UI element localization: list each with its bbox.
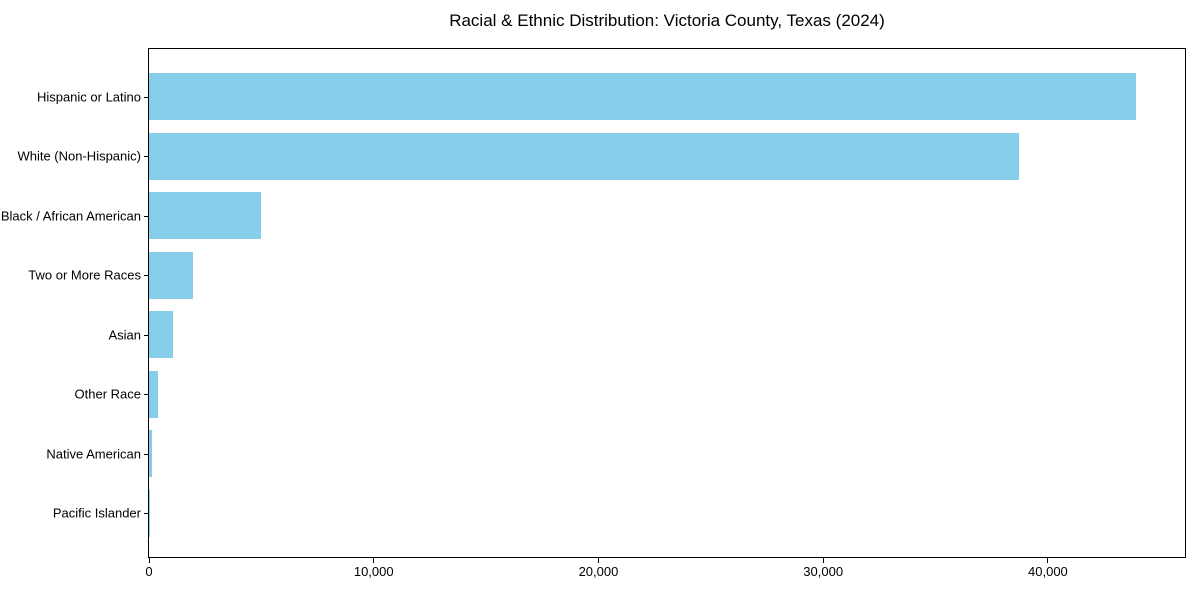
y-tick-mark — [144, 513, 149, 514]
bar-native-american — [149, 430, 153, 477]
y-axis-label: Other Race — [74, 386, 141, 402]
x-tick-mark — [822, 558, 824, 563]
y-tick-mark — [144, 453, 149, 455]
bar-pacific-islander — [149, 489, 150, 537]
y-axis-label: Asian — [108, 327, 141, 342]
bar-black-african-american — [149, 192, 262, 239]
y-axis-label: Two or More Races — [28, 267, 141, 283]
bar-hispanic-or-latino — [149, 73, 1136, 120]
bar-asian — [149, 311, 174, 358]
x-tick-label: 10,000 — [353, 564, 394, 579]
y-tick-mark — [144, 96, 149, 98]
x-tick-label: 20,000 — [578, 564, 619, 579]
y-axis-label: Pacific Islander — [52, 505, 141, 521]
y-axis-label: White (Non-Hispanic) — [17, 148, 141, 164]
y-tick-mark — [144, 215, 149, 217]
bar-white-non-hispanic — [149, 132, 1019, 180]
x-tick-label: 40,000 — [1028, 564, 1068, 579]
y-tick-mark — [144, 334, 149, 336]
y-tick-mark — [144, 275, 149, 276]
y-axis-label: Black / African American — [0, 208, 141, 223]
bar-other-race — [149, 370, 158, 418]
y-axis-label: Native American — [46, 446, 141, 461]
x-tick-mark — [1047, 558, 1049, 563]
x-tick-mark — [597, 558, 599, 563]
bar-two-or-more-races — [149, 251, 193, 299]
plot-area — [148, 48, 1186, 558]
chart-title: Racial & Ethnic Distribution: Victoria C… — [449, 11, 885, 30]
x-tick-mark — [148, 558, 150, 563]
x-tick-mark — [373, 558, 375, 563]
y-tick-mark — [144, 394, 149, 395]
y-tick-mark — [144, 156, 149, 157]
y-axis-label: Hispanic or Latino — [36, 89, 141, 104]
x-tick-label: 30,000 — [803, 564, 844, 579]
x-tick-label: 0 — [145, 564, 153, 579]
